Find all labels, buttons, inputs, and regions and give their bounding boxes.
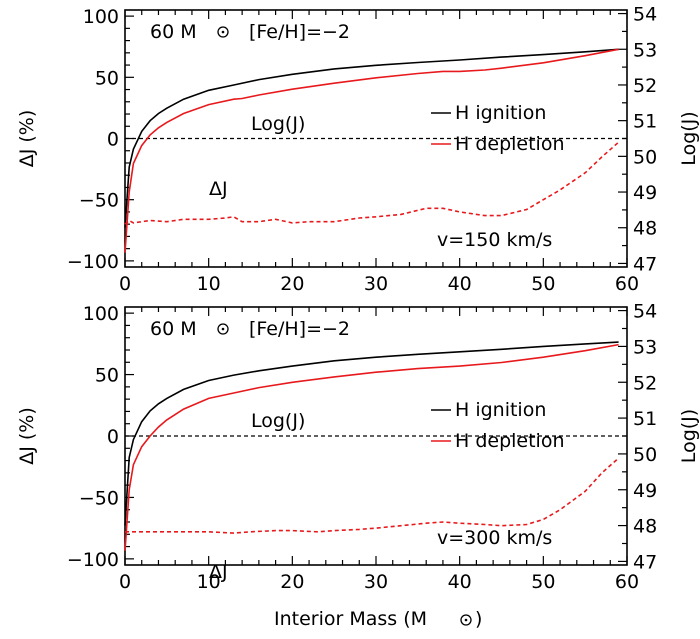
panel-top-logj-label: Log(J) [251, 113, 305, 135]
panel-top-series-depletion [124, 48, 619, 253]
panel-bottom-ytick-right-label: 47 [633, 551, 657, 573]
panel-top-ytick-left-label: 100 [83, 6, 119, 28]
panel-bottom-xlabel-sun-icon [460, 614, 472, 626]
panel-bottom-xlabel-close: ) [475, 608, 482, 630]
panel-bottom-series-ignition [124, 341, 619, 526]
panel-top-ytick-left-label: −100 [67, 251, 119, 273]
panel-top-xtick-label: 10 [197, 273, 221, 295]
panel-bottom-ylabel-right: Log(J) [678, 409, 700, 463]
panel-top-ytick-right-label: 52 [633, 75, 657, 97]
panel-bottom-xtick-label: 50 [531, 571, 555, 593]
panel-bottom-ylabel-left: ΔJ (%) [16, 407, 38, 465]
panel-bottom-series-depletion [124, 343, 619, 551]
panel-bottom-mass-label: 60 M [150, 318, 197, 340]
panel-top-ytick-right-label: 53 [633, 39, 657, 61]
panel-top-legend-ignition: H ignition [455, 102, 546, 124]
panel-bottom-xtick-label: 10 [197, 571, 221, 593]
panel-bottom-legend-depletion: H depletion [455, 430, 565, 452]
panel-bottom-ytick-left-label: 0 [107, 426, 119, 448]
panel-bottom-ytick-right-label: 48 [633, 516, 657, 538]
panel-bottom-ytick-right-label: 49 [633, 480, 657, 502]
panel-top-xtick-label: 40 [448, 273, 472, 295]
panel-top-legend-depletion: H depletion [455, 133, 565, 155]
panel-top-ytick-right-label: 50 [633, 146, 657, 168]
panel-top-dj-label: ΔJ [209, 178, 228, 200]
panel-bottom-xtick-label: 30 [364, 571, 388, 593]
panel-bottom-xtick-label: 40 [448, 571, 472, 593]
panel-bottom-ytick-right-label: 54 [633, 301, 657, 323]
panel-top-ytick-right-label: 49 [633, 182, 657, 204]
panel-bottom-ytick-right-label: 50 [633, 444, 657, 466]
panel-bottom-legend-ignition: H ignition [455, 399, 546, 421]
panel-bottom-velocity: v=300 km/s [437, 527, 552, 549]
panel-bottom-xtick-label: 0 [119, 571, 131, 593]
panel-bottom-sun-icon-dot [221, 327, 225, 331]
panel-bottom-sun-icon [217, 323, 229, 335]
panel-top-ytick-left-label: 0 [107, 129, 119, 151]
panel-top-ytick-right-label: 47 [633, 253, 657, 275]
panel-bottom-ytick-left-label: −50 [79, 487, 119, 509]
panel-top-ytick-right-label: 51 [633, 111, 657, 133]
panel-bottom-metallicity: [Fe/H]=−2 [249, 318, 350, 340]
panel-bottom-ytick-right-label: 51 [633, 408, 657, 430]
panel-top-ytick-right-label: 54 [633, 4, 657, 26]
panel-bottom-series-delta-j [125, 457, 620, 534]
panel-top-xtick-label: 30 [364, 273, 388, 295]
panel-bottom-logj-label: Log(J) [251, 410, 305, 432]
panel-top-xtick-label: 60 [615, 273, 639, 295]
panel-bottom-xlabel: Interior Mass (M [274, 608, 427, 630]
panel-top-ytick-left-label: 50 [95, 67, 119, 89]
panel-bottom-ytick-left-label: 100 [83, 303, 119, 325]
panel-top-ytick-right-label: 48 [633, 218, 657, 240]
panel-bottom-xtick-label: 60 [615, 571, 639, 593]
panel-top-sun-icon [217, 26, 229, 38]
panel-bottom-xlabel-sun-icon-dot [464, 618, 468, 622]
panel-top-ylabel-left: ΔJ (%) [16, 110, 38, 168]
panel-bottom-ytick-right-label: 53 [633, 336, 657, 358]
panel-top-metallicity: [Fe/H]=−2 [249, 21, 350, 43]
panel-top-series-ignition [124, 48, 619, 228]
panel-bottom-xtick-label: 20 [280, 571, 304, 593]
panel-top-xtick-label: 50 [531, 273, 555, 295]
panel-top-xtick-label: 20 [280, 273, 304, 295]
panel-top-sun-icon-dot [221, 30, 225, 34]
panel-bottom-dj-label: ΔJ [209, 561, 228, 583]
panel-top-ylabel-right: Log(J) [678, 111, 700, 165]
panel-bottom-ytick-left-label: −100 [67, 549, 119, 571]
panel-top-ytick-left-label: −50 [79, 190, 119, 212]
panel-bottom-ytick-left-label: 50 [95, 365, 119, 387]
panel-top-mass-label: 60 M [150, 21, 197, 43]
panel-top-velocity: v=150 km/s [437, 229, 552, 251]
panel-top-xtick-label: 0 [119, 273, 131, 295]
panel-bottom-ytick-right-label: 52 [633, 372, 657, 394]
